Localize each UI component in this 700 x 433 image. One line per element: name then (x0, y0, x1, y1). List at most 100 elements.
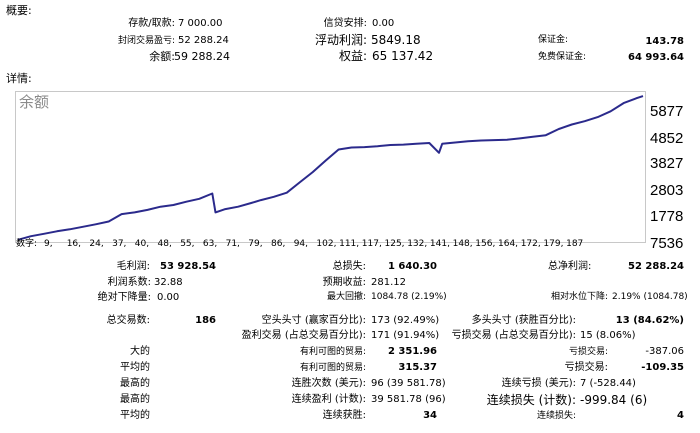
average-profit-value: 315.37 (398, 362, 437, 373)
floating-profit-label: 浮动利润: (314, 33, 367, 47)
balance-chart: 余额 (15, 91, 646, 243)
chart-canvas (17, 95, 644, 241)
x-tick-label: 16, (66, 239, 82, 249)
profit-trades-value: 171 (91.94%) (371, 330, 440, 341)
average-profit-label: 有利可图的贸易: (299, 363, 366, 373)
profit-factor-value: 32.88 (154, 277, 183, 288)
max-consec-losses-label: 连续亏损 (美元): (501, 378, 576, 389)
largest-label: 大的 (130, 346, 150, 357)
average-label: 平均的 (120, 362, 150, 373)
balance-series-line (17, 95, 644, 241)
credit-label: 信贷安排: (323, 18, 367, 29)
gross-loss-value: 1 640.30 (387, 261, 437, 272)
y-tick-label: 4852 (650, 130, 684, 147)
y-tick-label: 3827 (650, 155, 684, 172)
average-loss-label: 亏损交易: (564, 362, 608, 373)
max-consec-losses-value: 7 (-528.44) (580, 378, 636, 389)
expected-payoff-value: 281.12 (371, 277, 406, 288)
x-tick-label: 63, (202, 239, 218, 249)
avg-consec-losses-value: 4 (677, 410, 684, 421)
free-margin-label: 免费保证金: (538, 52, 587, 62)
abs-drawdown-label: 绝对下降量: (97, 292, 151, 303)
floating-profit-value: 5849.18 (371, 33, 421, 47)
max-drawdown-value: 1084.78 (2.19%) (371, 292, 447, 302)
deposit-value: 7 000.00 (178, 18, 223, 29)
largest-profit-value: 2 351.96 (387, 346, 437, 357)
loss-trades-value: 15 (8.06%) (580, 330, 636, 341)
x-tick-label: 48, (157, 239, 172, 249)
rel-drawdown-label: 相对水位下降: (550, 292, 608, 302)
profit-trades-label: 盈利交易 (占总交易百分比): (241, 330, 366, 341)
closed-pl-label: 封闭交易盈亏: (117, 36, 175, 46)
credit-value: 0.00 (372, 18, 395, 29)
margin-label: 保证金: (538, 35, 569, 45)
net-profit-label: 总净利润: (548, 261, 592, 272)
x-tick-label: 79, (248, 239, 263, 249)
gross-profit-label: 毛利润: (116, 261, 150, 272)
balance-value: 59 288.24 (174, 50, 230, 63)
x-axis-prefix: 数字: (16, 239, 38, 249)
balance-label: 余额: (149, 50, 175, 63)
average-loss-value: -109.35 (641, 362, 684, 373)
avg-consec-losses-label: 连续损失: (536, 411, 576, 421)
deposit-label: 存款/取款: (128, 18, 175, 29)
total-trades-value: 186 (195, 315, 216, 326)
x-tick-label: 172, (520, 239, 541, 249)
max-drawdown-label: 最大回撤: (326, 292, 366, 302)
max-consec-profit-label: 连续盈利 (计数): (291, 394, 366, 405)
max-consec-profit-value: 39 581.78 (96) (371, 394, 446, 405)
long-positions-value: 13 (84.62%) (615, 315, 684, 326)
max-consec-wins-label: 连胜次数 (美元): (291, 378, 366, 389)
overview-heading: 概要: (6, 4, 32, 17)
x-tick-label: 141, (429, 239, 450, 249)
x-tick-label: 132, (407, 239, 428, 249)
largest-profit-label: 有利可图的贸易: (299, 347, 366, 357)
short-positions-label: 空头头寸 (赢家百分比): (261, 315, 366, 326)
x-tick-label: 86, (271, 239, 286, 249)
y-tick-label: 1778 (650, 208, 684, 225)
free-margin-value: 64 993.64 (628, 52, 684, 63)
largest-loss-label: 亏损交易: (568, 347, 608, 357)
x-tick-label: 71, (225, 239, 240, 249)
maximum-label: 最高的 (120, 378, 150, 389)
x-tick-label: 164, (498, 239, 519, 249)
details-heading: 详情: (6, 72, 32, 85)
maximal-label: 最高的 (120, 394, 150, 405)
max-consec-wins-value: 96 (39 581.78) (371, 378, 446, 389)
x-tick-label: 40, (134, 239, 150, 249)
x-tick-label: 9, (44, 239, 53, 249)
avg-consec-wins-value: 34 (423, 410, 437, 421)
profit-factor-label: 利润系数: (107, 277, 151, 288)
x-tick-label: 102, (316, 239, 337, 249)
chart-title: 余额 (19, 93, 50, 111)
long-positions-label: 多头头寸 (获胜百分比): (471, 315, 576, 326)
margin-value: 143.78 (645, 36, 684, 47)
equity-label: 权益: (338, 49, 367, 63)
largest-loss-value: -387.06 (645, 346, 684, 357)
x-tick-label: 125, (384, 239, 405, 249)
abs-drawdown-value: 0.00 (157, 292, 180, 303)
y-tick-label: 2803 (650, 182, 684, 199)
x-tick-label: 24, (89, 239, 104, 249)
avg2-label: 平均的 (120, 410, 150, 421)
x-tick-label: 148, (452, 239, 473, 249)
x-tick-label: 187 (566, 239, 584, 249)
gross-profit-value: 53 928.54 (160, 261, 216, 272)
total-trades-label: 总交易数: (106, 315, 150, 326)
expected-payoff-label: 预期收益: (322, 277, 366, 288)
equity-value: 65 137.42 (372, 49, 434, 63)
max-consec-loss-label: 连续损失 (计数): (486, 393, 576, 407)
gross-loss-label: 总损失: (332, 261, 366, 272)
x-tick-label: 117, (361, 239, 382, 249)
x-tick-label: 111, (339, 239, 360, 249)
rel-drawdown-value: 2.19% (1084.78) (612, 292, 688, 302)
x-tick-label: 179, (543, 239, 564, 249)
x-tick-label: 37, (112, 239, 127, 249)
closed-pl-value: 52 288.24 (178, 35, 229, 46)
net-profit-value: 52 288.24 (628, 261, 684, 272)
loss-trades-label: 亏损交易 (占总交易百分比): (451, 330, 576, 341)
y-tick-label: 5877 (650, 103, 684, 120)
x-tick-label: 156, (475, 239, 496, 249)
max-consec-loss-value: -999.84 (6) (580, 393, 648, 407)
avg-consec-wins-label: 连续获胜: (322, 410, 366, 421)
